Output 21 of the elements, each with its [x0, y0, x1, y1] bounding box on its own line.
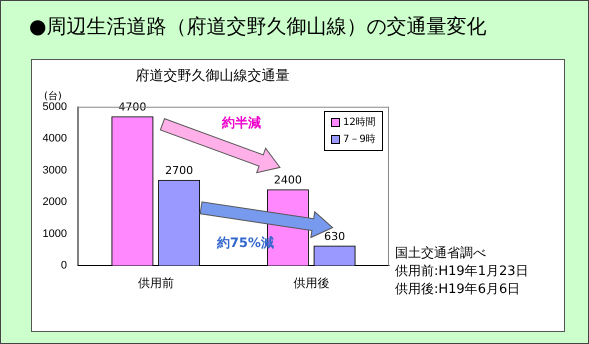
text: 供用後:H19年6月6日 [395, 280, 520, 298]
data-label: 2400 [274, 174, 302, 187]
data-label: 2700 [165, 164, 194, 178]
y-tick-label: 5000 [42, 100, 67, 113]
data-label: 630 [324, 230, 346, 243]
legend-label: 12時間 [342, 116, 376, 130]
y-tick-label: 3000 [42, 164, 67, 176]
y-tick-label: 2000 [42, 196, 67, 208]
y-axis-title: (台) [44, 90, 62, 102]
y-tick-label: 4000 [42, 132, 67, 145]
chart-subtitle: 府道交野久御山線交通量 [136, 68, 290, 84]
x-tick-label: 供用後 [293, 276, 330, 290]
legend-label: 7－9時 [342, 132, 376, 147]
text: 供用前:H19年1月23日 [395, 262, 529, 280]
chart-title: ●周辺生活道路（府道交野久御山線）の交通量変化 [29, 13, 486, 40]
x-tick-label: 供用前 [138, 276, 174, 290]
y-tick-label: 1000 [42, 228, 67, 240]
text: 国土交通省調べ [395, 244, 486, 262]
annotation: 約半減 [222, 115, 262, 132]
y-tick-label: 0 [60, 260, 67, 272]
annotation: 約75%減 [216, 234, 274, 252]
